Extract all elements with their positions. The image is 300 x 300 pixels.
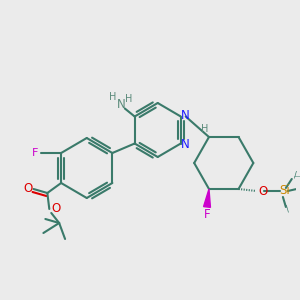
Text: H: H bbox=[109, 92, 117, 101]
Text: /: / bbox=[294, 170, 297, 179]
Text: H: H bbox=[201, 124, 209, 134]
Text: O: O bbox=[23, 182, 32, 196]
Text: N: N bbox=[181, 138, 190, 151]
Text: N: N bbox=[116, 98, 125, 111]
Polygon shape bbox=[204, 189, 210, 207]
Text: \: \ bbox=[286, 205, 289, 214]
Text: Si: Si bbox=[280, 184, 290, 197]
Text: F: F bbox=[32, 148, 39, 158]
Text: N: N bbox=[181, 109, 190, 122]
Text: —: — bbox=[293, 173, 300, 179]
Text: H: H bbox=[125, 94, 132, 103]
Text: O: O bbox=[52, 202, 61, 215]
Text: O: O bbox=[259, 185, 268, 199]
Text: F: F bbox=[204, 208, 210, 221]
